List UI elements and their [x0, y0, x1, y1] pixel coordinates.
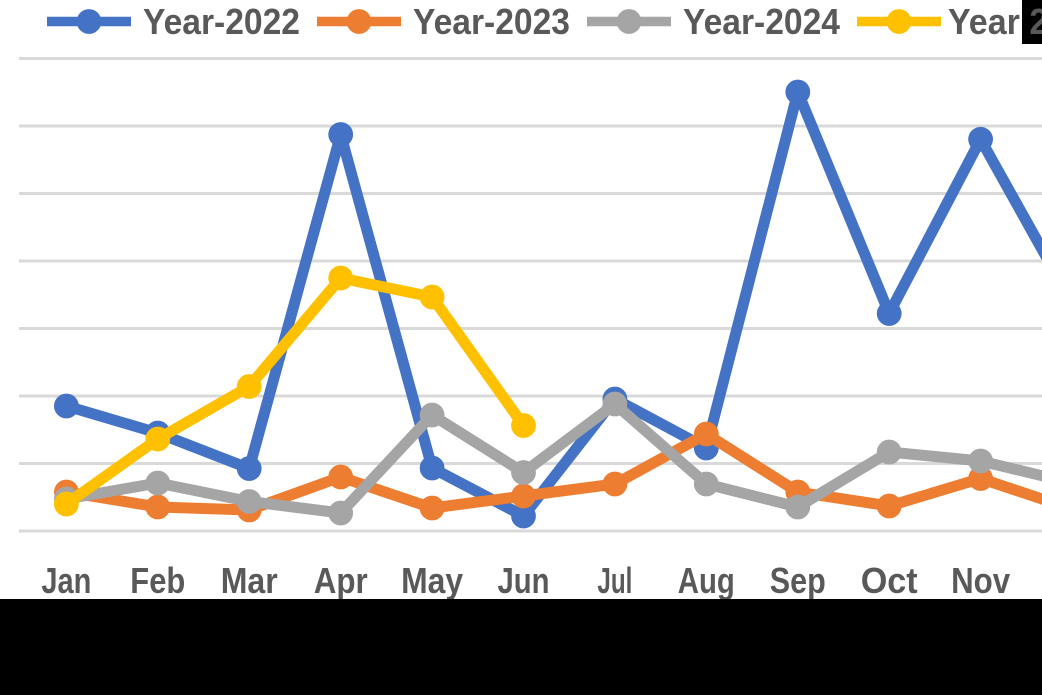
svg-text:Jun: Jun	[498, 560, 550, 600]
svg-text:Year 2025: Year 2025	[948, 1, 1042, 42]
svg-text:Feb: Feb	[130, 560, 185, 600]
svg-text:Year-2024: Year-2024	[683, 1, 840, 42]
svg-text:Year-2023: Year-2023	[413, 1, 570, 42]
svg-text:Sep: Sep	[770, 560, 826, 600]
svg-text:Nov: Nov	[951, 560, 1010, 600]
svg-text:Apr: Apr	[314, 560, 368, 600]
svg-text:Year-2022: Year-2022	[143, 1, 300, 42]
svg-text:Aug: Aug	[678, 560, 735, 600]
svg-text:Mar: Mar	[221, 560, 278, 600]
svg-text:May: May	[401, 560, 463, 600]
svg-text:Oct: Oct	[861, 560, 918, 600]
svg-text:Jan: Jan	[41, 560, 91, 600]
svg-text:Jul: Jul	[597, 560, 632, 600]
